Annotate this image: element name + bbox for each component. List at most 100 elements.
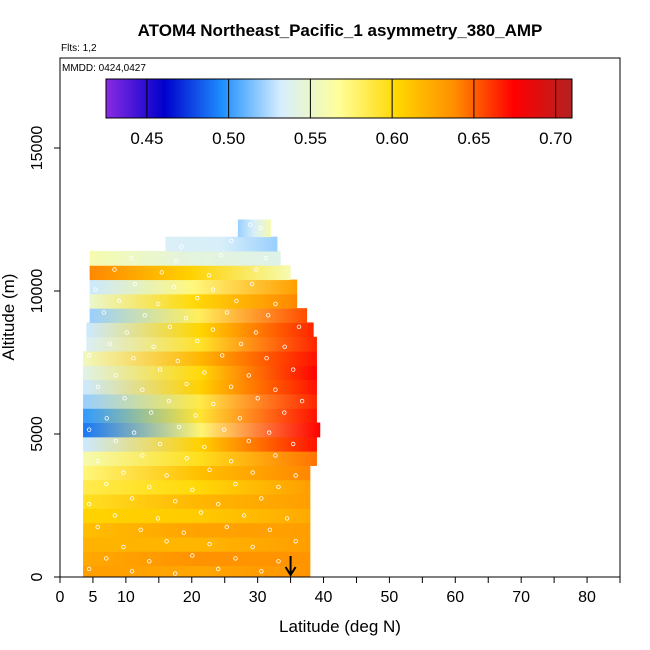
sample-point bbox=[104, 556, 109, 561]
x-axis-label: Latitude (deg N) bbox=[279, 617, 401, 636]
heatmap-layer bbox=[83, 522, 311, 538]
sample-points bbox=[86, 222, 305, 576]
sample-point bbox=[167, 324, 173, 329]
sample-point bbox=[107, 341, 112, 347]
sample-point bbox=[131, 356, 136, 361]
y-tick-label: 5000 bbox=[29, 416, 46, 452]
sample-point bbox=[176, 424, 182, 430]
sample-point bbox=[181, 530, 186, 535]
x-tick-label: 80 bbox=[578, 589, 596, 606]
x-tick-label: 0 bbox=[56, 589, 65, 606]
heatmap-layer bbox=[89, 308, 308, 323]
sample-point bbox=[259, 496, 264, 501]
x-tick-label: 30 bbox=[249, 589, 267, 606]
sample-point bbox=[267, 430, 272, 435]
sample-point bbox=[131, 430, 137, 435]
sample-point bbox=[132, 281, 137, 287]
sample-point bbox=[238, 341, 244, 347]
sample-point bbox=[122, 396, 127, 401]
sample-point bbox=[267, 527, 273, 532]
sample-point bbox=[241, 513, 247, 518]
sample-point bbox=[228, 459, 234, 464]
sample-point bbox=[195, 295, 200, 301]
heatmap-layer bbox=[83, 551, 311, 567]
sample-point bbox=[164, 539, 169, 544]
sample-point bbox=[246, 438, 251, 444]
sample-point bbox=[210, 327, 216, 332]
heatmap-layer bbox=[83, 351, 317, 366]
sample-point bbox=[282, 410, 287, 415]
x-tick-label: 40 bbox=[315, 589, 333, 606]
colorbar-tick-label: 0.50 bbox=[212, 129, 245, 148]
heatmap-layer bbox=[83, 508, 311, 524]
sample-point bbox=[190, 553, 195, 558]
sample-point bbox=[215, 566, 221, 572]
sample-point bbox=[155, 301, 161, 307]
sample-point bbox=[207, 541, 212, 547]
sample-point bbox=[172, 571, 178, 576]
heatmap-layer bbox=[83, 379, 317, 395]
sample-point bbox=[157, 367, 163, 372]
sample-point bbox=[172, 499, 178, 504]
sample-point bbox=[166, 398, 172, 404]
sample-point bbox=[113, 373, 118, 378]
heatmap-layer bbox=[86, 322, 314, 338]
chart-title: ATOM4 Northeast_Pacific_1 asymmetry_380_… bbox=[138, 21, 543, 40]
y-tick-label: 15000 bbox=[29, 126, 46, 171]
sample-point bbox=[218, 252, 224, 258]
x-tick-label: 60 bbox=[446, 589, 464, 606]
sample-point bbox=[206, 273, 212, 278]
heatmap-layer bbox=[83, 422, 321, 438]
colorbar: 0.45 0.50 0.55 0.60 0.65 0.70 bbox=[105, 78, 573, 148]
heatmap-layer bbox=[83, 408, 317, 424]
y-axis-label: Altitude (m) bbox=[0, 274, 18, 361]
x-tick-label: 20 bbox=[183, 589, 201, 606]
heatmap-layer bbox=[83, 536, 311, 552]
sample-point bbox=[129, 569, 135, 574]
sample-point bbox=[254, 267, 259, 272]
sample-point bbox=[112, 513, 118, 518]
sample-point bbox=[299, 398, 305, 404]
marker-head bbox=[284, 566, 297, 577]
sample-point bbox=[258, 225, 263, 231]
sample-point bbox=[273, 387, 278, 392]
latitude-marker-arrow bbox=[284, 556, 297, 577]
sample-point bbox=[129, 496, 135, 501]
heatmap-layer bbox=[89, 279, 298, 295]
sample-point bbox=[250, 544, 255, 550]
sample-point bbox=[291, 367, 296, 372]
sample-point bbox=[195, 338, 200, 344]
sample-point bbox=[151, 344, 156, 349]
x-tick-label: 50 bbox=[381, 589, 399, 606]
sample-point bbox=[157, 441, 163, 447]
sample-point bbox=[116, 298, 122, 304]
sample-point bbox=[259, 569, 264, 574]
sample-point bbox=[211, 401, 216, 407]
heatmap-layer bbox=[83, 365, 317, 381]
colorbar-tick-label: 0.65 bbox=[457, 129, 490, 148]
sample-point bbox=[159, 270, 164, 275]
colorbar-tick-label: 0.60 bbox=[376, 129, 409, 148]
sample-point bbox=[129, 255, 134, 261]
sample-point bbox=[104, 416, 109, 421]
sample-point bbox=[215, 501, 221, 507]
heatmap-layer bbox=[83, 494, 311, 509]
heatmap-layer bbox=[89, 250, 281, 266]
heatmap-layer bbox=[83, 393, 317, 409]
x-tick-label: 70 bbox=[512, 589, 530, 606]
sample-point bbox=[193, 413, 198, 418]
x-tick-label: 5 bbox=[88, 589, 97, 606]
data-layers bbox=[83, 219, 321, 578]
flights-note: Flts: 1,2 bbox=[61, 43, 97, 54]
heatmap-layer bbox=[89, 265, 291, 281]
sample-point bbox=[86, 427, 92, 432]
sample-point bbox=[266, 313, 271, 318]
sample-point bbox=[250, 470, 255, 475]
heatmap-layer bbox=[83, 565, 311, 578]
colorbar-tick-label: 0.55 bbox=[294, 129, 327, 148]
sample-point bbox=[95, 459, 101, 464]
sample-point bbox=[164, 473, 169, 478]
plot-frame bbox=[59, 57, 621, 578]
